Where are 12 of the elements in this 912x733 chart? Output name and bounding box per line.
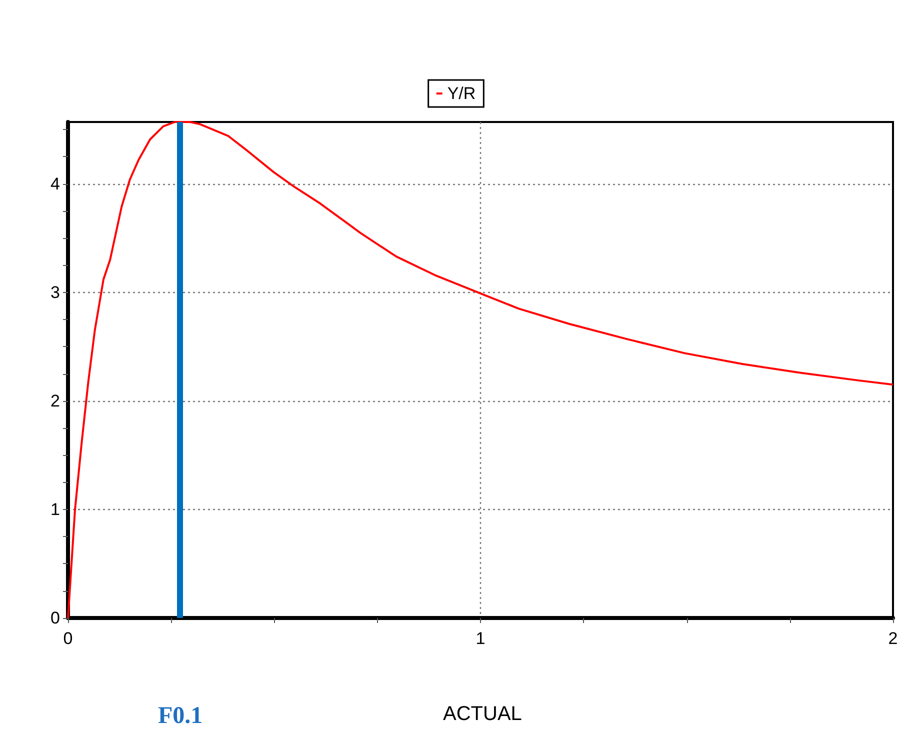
x-tick-label: 0 (63, 629, 73, 648)
x-tick-label: 1 (476, 629, 486, 648)
x-tick-label: 2 (888, 629, 898, 648)
y-tick-label: 4 (50, 174, 60, 194)
y-tick-label: 0 (50, 608, 60, 628)
legend-label: Y/R (447, 84, 476, 103)
y-tick-label: 2 (50, 391, 60, 410)
text: F0.1 (158, 703, 203, 729)
y-tick-label: 3 (50, 282, 60, 302)
text: ACTUAL (443, 703, 522, 725)
line-series (67, 121, 894, 619)
y-tick-label: 1 (50, 500, 60, 519)
